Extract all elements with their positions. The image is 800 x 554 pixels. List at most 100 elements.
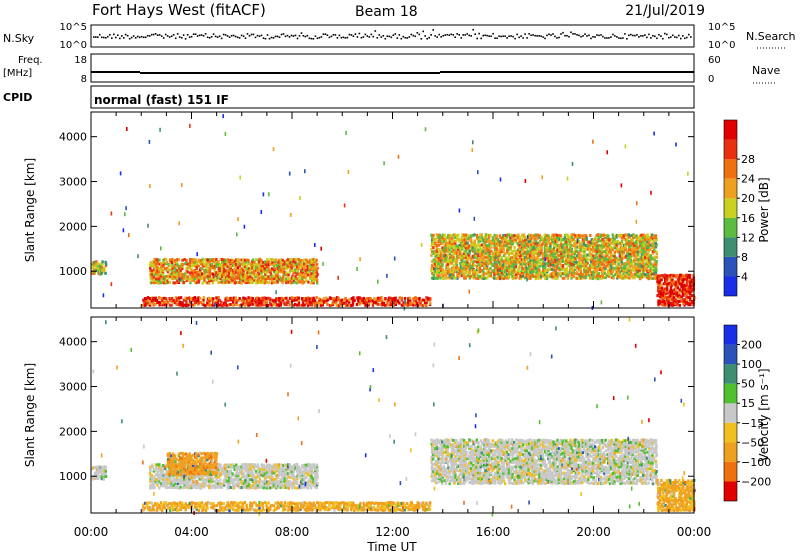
echo-cell [511, 242, 515, 246]
noise-sample [130, 36, 133, 39]
echo-cell [181, 304, 184, 308]
echo-cell [339, 301, 342, 305]
echo-cell [590, 248, 593, 252]
echo-cell [654, 245, 658, 249]
echo-cell [534, 258, 538, 262]
echo-cell [532, 243, 536, 247]
noise-sample [117, 34, 119, 36]
echo-cell [465, 266, 468, 270]
echo-cell [227, 277, 231, 281]
echo-cell [472, 260, 475, 264]
echo-cell [217, 475, 220, 479]
echo-cell [160, 469, 163, 473]
echo-cell [529, 246, 532, 250]
echo-cell [394, 303, 397, 306]
echo-cell [481, 276, 484, 280]
echo-cell [486, 248, 489, 252]
echo-cell [468, 275, 472, 279]
echo-cell [491, 256, 495, 260]
echo-cell [494, 266, 498, 270]
echo-cell [504, 260, 507, 264]
echo-cell [570, 254, 573, 258]
echo-cell [448, 270, 452, 274]
echo-cell [559, 248, 563, 251]
echo-cell [188, 484, 191, 488]
echo-cell [188, 262, 191, 266]
echo-cell [164, 297, 168, 301]
echo-cell [560, 235, 563, 239]
echo-cell [439, 258, 442, 262]
echo-cell [617, 250, 620, 254]
echo-cell [293, 296, 296, 300]
echo-cell [597, 248, 600, 251]
echo-cell [608, 250, 611, 254]
echo-cell [346, 303, 349, 307]
echo-cell [517, 268, 520, 272]
echo-cell [611, 247, 614, 251]
echo-cell [540, 258, 543, 262]
echo-cell [561, 268, 564, 272]
echo-cell [457, 239, 461, 243]
echo-cell [412, 297, 415, 301]
echo-cell [196, 274, 199, 278]
noise-sample [608, 37, 610, 39]
echo-cell [486, 246, 489, 250]
echo-cell [542, 274, 545, 278]
echo-cell [597, 249, 601, 253]
echo-cell [523, 245, 527, 249]
echo-cell [561, 250, 565, 254]
echo-cell [154, 260, 157, 264]
echo-cell [451, 276, 454, 280]
echo-cell [506, 274, 509, 278]
echo-cell [446, 272, 449, 276]
echo-cell [592, 245, 595, 249]
echo-cell [649, 275, 652, 278]
echo-cell [174, 270, 177, 274]
echo-cell [435, 268, 439, 272]
echo-cell [558, 258, 561, 262]
noise-sample [388, 35, 391, 38]
echo-cell [181, 264, 184, 268]
noise-sample [152, 33, 155, 36]
colorbar-segment [724, 217, 737, 238]
echo-cell [585, 246, 588, 250]
echo-cell [419, 299, 423, 303]
echo-cell [238, 303, 241, 307]
echo-cell [266, 280, 269, 284]
noise-sample [464, 34, 466, 36]
echo-cell [545, 238, 548, 242]
echo-cell [325, 299, 328, 303]
echo-cell [255, 281, 258, 285]
echo-cell [215, 259, 218, 263]
echo-cell [99, 474, 102, 478]
echo-cell [230, 270, 233, 274]
echo-cell [476, 268, 479, 272]
echo-cell [204, 273, 208, 277]
echo-cell [642, 272, 645, 276]
echo-cell [554, 237, 557, 241]
echo-cell [97, 469, 101, 473]
echo-cell [608, 238, 611, 242]
echo-cell [335, 298, 338, 302]
echo-cell [552, 270, 555, 274]
echo-cell [536, 254, 540, 258]
echo-cell [672, 292, 676, 296]
noise-sample [204, 33, 207, 35]
echo-cell [474, 259, 477, 263]
echo-cell [156, 279, 160, 282]
echo-cell [616, 260, 619, 264]
echo-cell [152, 262, 155, 266]
echo-cell [91, 266, 95, 270]
noise-sample [408, 36, 411, 38]
echo-cell [183, 480, 186, 484]
echo-cell [224, 303, 227, 307]
echo-cell [497, 254, 500, 258]
echo-cell [629, 244, 632, 248]
echo-cell [590, 256, 593, 260]
echo-cell [511, 258, 514, 262]
echo-cell [684, 288, 687, 292]
echo-cell [157, 477, 161, 481]
echo-cell [582, 242, 586, 246]
echo-cell [222, 114, 224, 119]
echo-cell [561, 260, 565, 263]
